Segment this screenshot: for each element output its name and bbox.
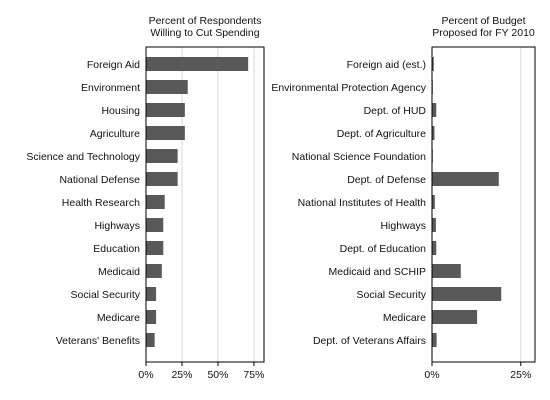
right-x-tick-label-0: 0%	[424, 369, 439, 381]
right-x-tick-label-1: 25%	[510, 369, 531, 381]
left-category-label-11: Medicare	[97, 312, 140, 324]
right-category-label-5: Dept. of Defense	[347, 174, 426, 186]
right-category-label-0: Foreign aid (est.)	[347, 59, 426, 71]
left-bar-3	[146, 126, 185, 140]
right-bar-11	[432, 310, 478, 324]
right-panel: Percent of Budget Proposed for FY 2010 For…	[271, 15, 536, 381]
right-bar-10	[432, 287, 502, 301]
right-category-label-1: Environmental Protection Agency	[271, 82, 426, 94]
left-bar-2	[146, 103, 185, 117]
left-bar-8	[146, 241, 164, 255]
left-bar-5	[146, 172, 178, 186]
right-category-label-11: Medicare	[383, 312, 426, 324]
right-category-label-6: National Institutes of Health	[298, 197, 427, 209]
left-plot-frame	[145, 46, 265, 363]
left-category-label-10: Social Security	[71, 289, 141, 301]
left-category-label-2: Housing	[101, 105, 140, 117]
left-chart-title: Percent of Respondents Willing to Cut Spe…	[149, 15, 262, 39]
right-bar-8	[432, 241, 437, 255]
right-category-label-9: Medicaid and SCHIP	[329, 266, 426, 278]
right-bar-2	[432, 103, 437, 117]
right-bar-6	[432, 195, 435, 209]
right-category-label-2: Dept. of HUD	[364, 105, 427, 117]
left-category-label-9: Medicaid	[98, 266, 140, 278]
left-bar-9	[146, 264, 162, 278]
right-bar-0	[432, 57, 434, 71]
right-category-label-12: Dept. of Veterans Affairs	[313, 335, 426, 347]
left-category-label-3: Agriculture	[90, 128, 140, 140]
left-bar-6	[146, 195, 165, 209]
left-category-label-7: Highways	[94, 220, 140, 232]
left-bar-1	[146, 80, 188, 94]
right-category-label-7: Highways	[380, 220, 426, 232]
left-bar-7	[146, 218, 164, 232]
left-panel: Percent of Respondents Willing to Cut Spe…	[26, 15, 265, 381]
left-bar-11	[146, 310, 157, 324]
left-category-label-0: Foreign Aid	[87, 59, 140, 71]
left-bar-10	[146, 287, 157, 301]
right-plot-frame	[431, 46, 536, 363]
right-category-label-4: National Science Foundation	[292, 151, 426, 163]
left-category-label-8: Education	[93, 243, 140, 255]
left-bar-4	[146, 149, 178, 163]
right-bar-12	[432, 333, 437, 347]
left-x-tick-label-3: 75%	[243, 369, 264, 381]
right-category-label-10: Social Security	[357, 289, 427, 301]
right-chart-title: Percent of Budget Proposed for FY 2010	[432, 15, 535, 39]
right-bar-5	[432, 172, 499, 186]
left-category-label-12: Veterans' Benefits	[56, 335, 140, 347]
left-x-tick-label-0: 0%	[138, 369, 153, 381]
left-x-tick-label-1: 25%	[171, 369, 192, 381]
right-category-label-8: Dept. of Education	[340, 243, 427, 255]
left-category-label-6: Health Research	[62, 197, 140, 209]
left-category-label-1: Environment	[81, 82, 140, 94]
left-bar-12	[146, 333, 155, 347]
right-category-label-3: Dept. of Agriculture	[337, 128, 426, 140]
left-x-tick-label-2: 50%	[207, 369, 228, 381]
left-category-label-4: Science and Technology	[26, 151, 140, 163]
left-bar-0	[146, 57, 249, 71]
right-bar-9	[432, 264, 461, 278]
right-bar-3	[432, 126, 435, 140]
right-bar-7	[432, 218, 436, 232]
left-category-label-5: National Defense	[59, 174, 140, 186]
